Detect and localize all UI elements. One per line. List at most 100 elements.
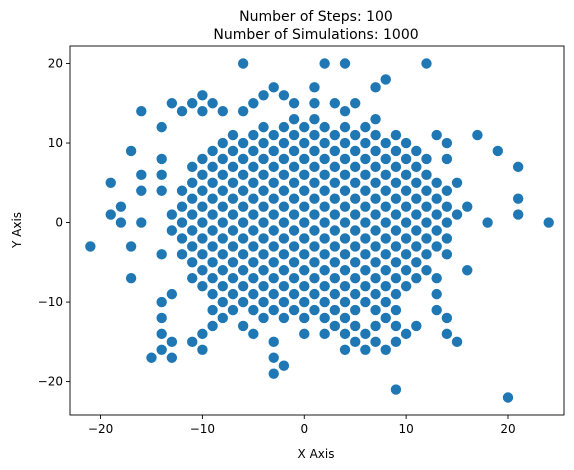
data-point (360, 185, 371, 196)
data-point (350, 320, 361, 332)
data-point (543, 217, 554, 228)
data-point (156, 153, 167, 165)
data-point (197, 280, 208, 292)
data-point (319, 137, 330, 149)
data-point (441, 233, 453, 244)
data-point (339, 265, 351, 276)
x-tick-label: 10 (398, 422, 413, 436)
x-axis-label: X Axis (298, 447, 335, 461)
data-point (319, 328, 330, 340)
data-point (227, 257, 239, 268)
data-point (288, 113, 300, 125)
data-point (390, 129, 402, 141)
data-point (197, 265, 208, 276)
data-point (339, 233, 351, 244)
data-point (299, 217, 310, 228)
data-point (360, 344, 371, 355)
data-point (227, 129, 239, 141)
data-point (370, 177, 381, 188)
y-tick-label: 20 (48, 56, 63, 70)
data-point (380, 296, 391, 308)
data-point (339, 153, 351, 165)
data-point (350, 177, 361, 188)
data-point (166, 98, 178, 109)
data-point (299, 280, 310, 292)
y-tick-label: −20 (38, 375, 63, 389)
data-point (299, 153, 310, 165)
data-point (187, 257, 198, 268)
data-point (421, 217, 432, 228)
data-point (207, 320, 218, 332)
data-point (370, 82, 381, 93)
data-point (400, 249, 412, 260)
data-point (299, 312, 310, 324)
data-point (441, 249, 453, 260)
data-point (248, 129, 259, 141)
x-tick-label: 20 (500, 422, 515, 436)
data-point (441, 153, 453, 165)
data-point (187, 177, 198, 188)
data-point (390, 320, 402, 332)
data-point (217, 217, 228, 228)
data-point (350, 304, 361, 316)
data-point (360, 233, 371, 244)
data-point (380, 169, 391, 181)
data-point (309, 225, 320, 236)
data-point (319, 217, 330, 228)
data-point (136, 106, 147, 117)
data-point (207, 209, 218, 220)
data-point (85, 241, 96, 252)
data-point (156, 344, 167, 355)
data-point (380, 265, 391, 276)
data-point (237, 201, 249, 212)
data-point (187, 98, 198, 109)
data-point (390, 145, 402, 157)
data-point (329, 320, 341, 332)
data-point (421, 233, 432, 244)
data-point (207, 98, 218, 109)
data-point (176, 106, 188, 117)
data-point (197, 344, 208, 355)
data-point (299, 265, 310, 276)
data-point (380, 201, 391, 212)
data-point (217, 185, 228, 196)
data-point (207, 273, 218, 284)
data-point (207, 145, 218, 157)
data-point (237, 265, 249, 276)
data-point (278, 201, 290, 212)
data-point (512, 161, 524, 173)
data-point (146, 352, 157, 363)
data-point (350, 98, 361, 109)
y-tick-label: −10 (38, 295, 63, 309)
data-point (176, 201, 188, 212)
data-point (258, 185, 269, 196)
data-point (370, 320, 381, 332)
data-point (125, 241, 137, 252)
data-point (288, 241, 300, 252)
data-point (268, 82, 279, 93)
data-point (512, 209, 524, 220)
data-point (258, 153, 269, 165)
data-point (380, 312, 391, 324)
data-point (288, 304, 300, 316)
data-point (431, 225, 442, 236)
data-point (390, 225, 402, 236)
data-point (309, 177, 320, 188)
data-point (248, 288, 259, 300)
data-point (411, 320, 422, 332)
data-point (207, 161, 218, 173)
data-point (370, 336, 381, 348)
data-point (156, 121, 167, 133)
data-point (441, 185, 453, 196)
data-point (227, 288, 239, 300)
data-point (329, 145, 341, 157)
data-point (360, 296, 371, 308)
data-point (258, 312, 269, 324)
data-point (237, 137, 249, 149)
data-point (390, 209, 402, 220)
data-point (400, 217, 412, 228)
data-point (350, 129, 361, 141)
data-point (115, 217, 127, 228)
data-point (309, 193, 320, 204)
